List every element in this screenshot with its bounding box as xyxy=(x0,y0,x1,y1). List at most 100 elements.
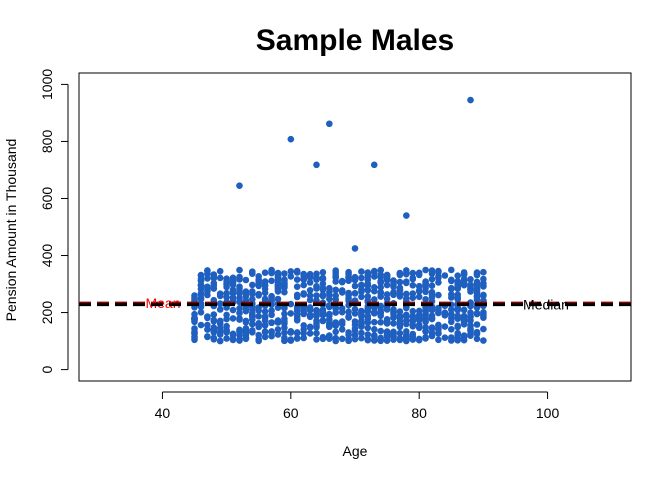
data-point xyxy=(306,306,314,314)
data-point xyxy=(345,337,352,345)
data-point xyxy=(377,327,385,335)
data-point xyxy=(422,315,429,322)
data-point xyxy=(428,291,436,298)
data-point xyxy=(287,328,295,335)
data-point xyxy=(236,294,243,302)
data-point xyxy=(204,333,211,341)
data-point xyxy=(371,318,378,326)
data-point xyxy=(268,328,275,336)
data-point xyxy=(229,335,237,343)
data-point xyxy=(403,270,410,278)
data-point xyxy=(281,310,288,318)
data-point xyxy=(435,322,442,330)
data-point xyxy=(261,328,269,336)
data-point xyxy=(351,290,359,297)
outlier-point xyxy=(313,161,320,169)
data-point xyxy=(371,284,378,291)
data-point xyxy=(281,324,288,332)
data-point xyxy=(415,282,423,290)
data-point xyxy=(313,283,320,290)
data-point xyxy=(287,337,295,344)
data-point xyxy=(204,275,211,282)
data-point xyxy=(236,305,243,312)
data-point xyxy=(313,336,320,343)
data-point xyxy=(332,286,340,294)
data-point xyxy=(428,329,436,337)
data-point xyxy=(454,304,462,312)
data-point xyxy=(364,319,372,326)
data-point xyxy=(332,328,340,336)
data-point xyxy=(261,321,269,329)
data-point xyxy=(242,329,250,337)
data-point xyxy=(319,291,327,299)
data-point xyxy=(293,334,301,342)
data-points xyxy=(191,96,487,345)
data-point xyxy=(345,313,352,320)
outlier-point xyxy=(467,96,474,104)
data-point xyxy=(293,329,301,337)
data-point xyxy=(216,318,224,325)
data-point xyxy=(319,317,327,325)
data-point xyxy=(415,336,423,344)
data-point xyxy=(467,282,474,289)
data-point xyxy=(428,267,436,274)
data-point xyxy=(332,304,340,312)
data-point xyxy=(345,273,352,281)
data-point xyxy=(216,292,224,300)
data-point xyxy=(229,276,237,284)
data-point xyxy=(338,326,346,333)
data-point xyxy=(358,286,365,293)
outlier-point xyxy=(287,135,295,143)
data-point xyxy=(441,272,449,279)
data-point xyxy=(197,294,205,302)
data-point xyxy=(261,278,269,286)
data-point xyxy=(300,290,308,297)
data-point xyxy=(236,266,243,274)
data-point xyxy=(300,334,308,342)
data-point xyxy=(326,332,333,340)
y-tick-label: 200 xyxy=(39,301,55,325)
data-point xyxy=(371,296,378,303)
data-point xyxy=(454,314,462,322)
data-point xyxy=(473,271,481,279)
data-point xyxy=(409,294,417,302)
chart-title: Sample Males xyxy=(256,24,454,57)
data-point xyxy=(229,286,237,294)
data-point xyxy=(415,312,423,319)
data-point xyxy=(358,308,365,316)
data-point xyxy=(274,317,282,324)
data-point xyxy=(204,321,211,329)
data-point xyxy=(229,306,237,314)
reference-lines: MeanMedian xyxy=(79,295,631,313)
data-point xyxy=(473,293,481,301)
data-point xyxy=(293,269,301,276)
data-point xyxy=(274,331,282,338)
data-point xyxy=(236,327,243,335)
data-point xyxy=(249,290,256,298)
data-point xyxy=(448,306,455,313)
data-point xyxy=(428,324,436,331)
data-point xyxy=(377,284,385,291)
data-point xyxy=(473,278,481,286)
data-point xyxy=(274,295,282,303)
x-tick-label: 60 xyxy=(283,405,299,421)
data-point xyxy=(191,336,198,344)
data-point xyxy=(216,331,224,338)
data-point xyxy=(441,312,449,319)
data-point xyxy=(236,336,243,343)
data-point xyxy=(274,282,282,290)
data-point xyxy=(293,283,301,291)
data-point xyxy=(454,329,462,337)
data-point xyxy=(313,317,320,325)
data-point xyxy=(396,278,404,286)
data-point xyxy=(242,276,250,284)
data-point xyxy=(448,310,455,318)
data-point xyxy=(197,281,205,289)
data-point xyxy=(326,316,333,324)
data-point xyxy=(415,288,423,295)
data-point xyxy=(473,284,481,292)
data-point xyxy=(287,273,295,280)
data-point xyxy=(261,289,269,297)
data-point xyxy=(480,283,487,290)
data-point xyxy=(454,334,462,342)
